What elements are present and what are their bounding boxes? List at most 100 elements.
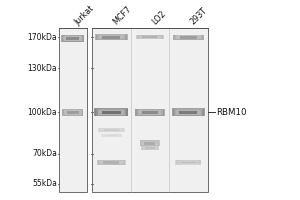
Bar <box>140 140 160 146</box>
Bar <box>176 35 201 39</box>
Bar <box>137 35 163 39</box>
Bar <box>140 140 160 146</box>
Bar <box>176 161 200 164</box>
Bar <box>179 111 197 114</box>
Bar <box>98 160 125 165</box>
Bar <box>99 35 123 39</box>
Bar <box>98 128 124 132</box>
Bar <box>99 128 124 131</box>
Bar <box>96 35 127 40</box>
Bar <box>99 35 124 39</box>
Bar <box>175 160 201 165</box>
Bar <box>172 109 204 116</box>
Bar <box>99 160 124 164</box>
Bar <box>142 147 158 149</box>
Bar <box>100 128 123 131</box>
Bar <box>141 146 158 150</box>
Bar <box>144 142 155 145</box>
Bar <box>136 35 164 39</box>
Bar <box>98 35 124 39</box>
Text: 293T: 293T <box>188 6 209 27</box>
Bar <box>99 110 124 115</box>
Bar <box>135 109 165 116</box>
Bar <box>135 109 164 116</box>
Bar <box>64 36 82 41</box>
Bar <box>64 110 81 115</box>
Text: MCF7: MCF7 <box>111 5 134 27</box>
Bar <box>141 141 159 146</box>
Bar <box>64 110 81 115</box>
Bar <box>181 162 196 163</box>
Bar <box>61 35 84 42</box>
Bar <box>101 134 122 137</box>
Bar <box>143 147 157 149</box>
Bar <box>98 35 125 40</box>
Bar <box>63 109 83 116</box>
Bar <box>63 35 83 41</box>
Bar <box>141 141 159 146</box>
Bar <box>173 109 203 116</box>
Bar <box>67 111 79 114</box>
Bar <box>101 128 122 131</box>
Bar <box>101 161 122 164</box>
Bar <box>174 109 202 116</box>
Bar <box>98 109 125 115</box>
Text: 130kDa: 130kDa <box>27 64 57 73</box>
Bar <box>138 110 161 115</box>
Bar <box>100 161 123 164</box>
Bar <box>97 35 126 40</box>
Bar <box>92 28 208 192</box>
Bar <box>145 147 155 149</box>
Bar <box>97 109 126 116</box>
Bar <box>138 36 162 39</box>
Bar <box>176 110 201 115</box>
Bar <box>102 134 121 137</box>
Bar <box>67 37 79 40</box>
Bar <box>101 128 121 131</box>
Bar <box>103 135 120 136</box>
Bar <box>136 109 163 116</box>
Bar <box>142 141 157 145</box>
Bar <box>136 109 164 116</box>
Bar <box>139 110 161 115</box>
Bar <box>172 108 205 116</box>
Bar <box>142 111 158 114</box>
Bar <box>95 34 128 40</box>
Bar <box>176 110 200 115</box>
Bar <box>100 128 122 131</box>
Bar <box>139 36 161 39</box>
Bar <box>62 35 84 42</box>
Bar <box>139 36 161 39</box>
Bar <box>103 135 119 136</box>
Bar <box>140 36 160 39</box>
Bar <box>174 109 203 116</box>
Bar <box>103 161 119 164</box>
Bar <box>172 35 204 40</box>
Bar <box>64 36 82 41</box>
Bar <box>104 129 119 131</box>
Bar <box>99 128 123 131</box>
Bar <box>137 36 162 39</box>
Bar <box>136 35 163 39</box>
Bar <box>142 147 158 149</box>
Bar <box>174 35 202 40</box>
Bar <box>175 35 202 39</box>
Bar <box>177 161 200 164</box>
Bar <box>62 35 83 42</box>
Bar <box>180 36 197 39</box>
Bar <box>175 109 202 115</box>
Bar <box>142 141 158 145</box>
Bar <box>142 147 158 149</box>
Bar <box>178 161 199 164</box>
Bar <box>100 161 122 164</box>
Bar <box>96 109 126 116</box>
Bar <box>179 161 198 164</box>
Bar <box>65 110 81 115</box>
Bar <box>102 134 121 137</box>
Bar <box>95 109 128 116</box>
Bar <box>64 36 81 41</box>
Text: LO2: LO2 <box>150 9 167 27</box>
Bar <box>98 160 125 165</box>
Bar <box>58 28 87 192</box>
Bar <box>176 35 201 39</box>
